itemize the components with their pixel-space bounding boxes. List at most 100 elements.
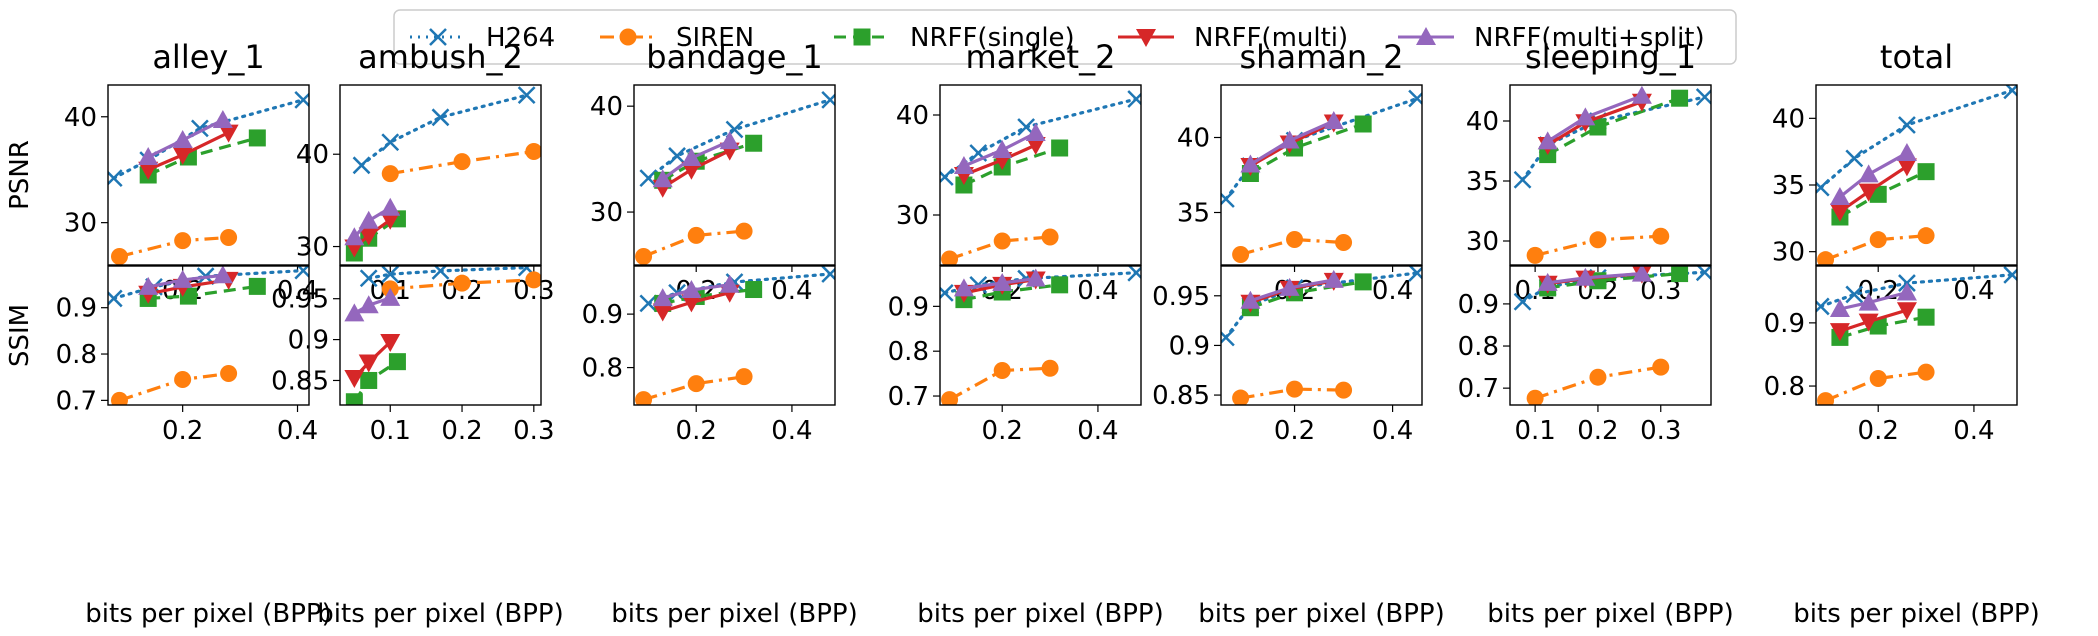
data-point xyxy=(388,353,406,371)
series-line xyxy=(390,149,535,176)
data-point xyxy=(1829,203,1850,222)
data-point xyxy=(953,278,974,297)
data-point xyxy=(380,211,401,230)
data-point xyxy=(138,147,159,165)
data-point xyxy=(1845,149,1864,168)
data-point xyxy=(1917,308,1935,326)
y-tick-label: 30 xyxy=(896,201,929,231)
data-point xyxy=(1858,292,1879,311)
x-axis-label: bits per pixel (BPP) xyxy=(1198,599,1444,629)
x-tick-label: 0.4 xyxy=(1077,276,1118,306)
data-point xyxy=(1816,297,1830,316)
data-point xyxy=(138,276,159,295)
y-tick-label: 40 xyxy=(1177,124,1210,154)
data-point xyxy=(745,281,763,299)
data-point xyxy=(1127,90,1141,108)
series-line xyxy=(943,97,1138,179)
data-point xyxy=(681,148,702,167)
legend-label: NRFF(multi+split) xyxy=(1474,23,1705,53)
series-line xyxy=(646,98,832,180)
panel-ambush_2-ssim: 0.85 0.9 0.95 0.1 0.2 0.3 xyxy=(271,265,555,446)
y-tick-label: 0.95 xyxy=(1152,282,1210,312)
data-point xyxy=(359,269,378,288)
data-point xyxy=(1279,277,1300,296)
y-tick-label: 0.9 xyxy=(288,326,329,356)
series-line xyxy=(1824,370,1927,403)
series-group xyxy=(1816,85,2017,265)
y-tick-label: 30 xyxy=(1772,238,1805,268)
legend-marker xyxy=(1416,27,1436,45)
x-tick-label: 0.2 xyxy=(676,416,717,446)
data-point xyxy=(1589,231,1607,249)
data-point xyxy=(1817,392,1835,405)
axes-frame xyxy=(1220,84,1423,266)
series-line xyxy=(1520,270,1707,304)
data-point xyxy=(174,232,192,250)
legend: H264 SIREN NRFF(single) NRFF(multi) NRFF(mul… xyxy=(393,9,1737,65)
y-tick-label: 40 xyxy=(296,140,329,170)
row-label-ssim: SSIM xyxy=(5,304,35,367)
data-point xyxy=(1858,313,1879,332)
data-point xyxy=(1051,139,1069,157)
x-tick-label: 0.2 xyxy=(1274,416,1315,446)
data-point xyxy=(1671,89,1689,107)
data-point xyxy=(360,371,378,389)
data-point xyxy=(380,287,401,306)
data-point xyxy=(1537,272,1558,291)
series-group xyxy=(1816,266,2017,405)
legend-entry: H264 xyxy=(410,23,555,53)
legend-entry: NRFF(multi+split) xyxy=(1398,23,1705,53)
data-point xyxy=(639,169,658,188)
data-point xyxy=(1896,143,1917,161)
data-point xyxy=(652,169,673,188)
series-line xyxy=(1224,271,1419,340)
axes-frame xyxy=(633,265,836,406)
data-point xyxy=(687,226,705,244)
y-tick-label: 35 xyxy=(1466,167,1499,197)
data-point xyxy=(110,391,128,405)
data-point xyxy=(1025,123,1046,141)
data-point xyxy=(172,146,193,165)
data-point xyxy=(1589,368,1607,386)
data-point xyxy=(1575,267,1596,286)
data-point xyxy=(1335,381,1353,399)
series-group xyxy=(635,90,835,265)
series-group xyxy=(1513,266,1711,405)
panel-title: market_2 xyxy=(966,38,1116,76)
legend-marker xyxy=(619,28,637,46)
data-point xyxy=(358,354,379,373)
data-point xyxy=(1221,328,1235,347)
data-point xyxy=(1232,246,1250,263)
data-point xyxy=(1526,389,1544,405)
panel-title: shaman_2 xyxy=(1240,38,1404,76)
data-point xyxy=(652,288,673,307)
data-point xyxy=(381,133,400,152)
data-point xyxy=(1917,227,1935,245)
data-point xyxy=(1816,178,1830,197)
data-point xyxy=(1513,170,1532,189)
y-tick-label: 0.9 xyxy=(888,292,929,322)
y-tick-label: 40 xyxy=(896,101,929,131)
data-point xyxy=(1869,369,1887,387)
data-point xyxy=(1829,323,1850,342)
data-point xyxy=(1652,227,1670,245)
data-point xyxy=(1845,285,1864,304)
data-point xyxy=(352,156,371,175)
data-point xyxy=(1041,228,1059,246)
data-point xyxy=(431,266,450,280)
data-point xyxy=(940,168,954,186)
x-tick-label: 0.4 xyxy=(771,276,812,306)
data-point xyxy=(1323,269,1344,288)
legend-label: SIREN xyxy=(676,23,754,53)
axes-frame xyxy=(107,84,310,266)
data-point xyxy=(821,90,835,109)
data-point xyxy=(212,109,233,128)
y-tick-label: 0.7 xyxy=(1458,374,1499,404)
panel-total-ssim: 0.8 0.9 0.2 0.4 xyxy=(1764,265,2018,446)
data-point xyxy=(1917,363,1935,381)
x-tick-label: 0.2 xyxy=(441,416,482,446)
data-point xyxy=(212,266,233,284)
x-axis-label: bits per pixel (BPP) xyxy=(1487,599,1733,629)
